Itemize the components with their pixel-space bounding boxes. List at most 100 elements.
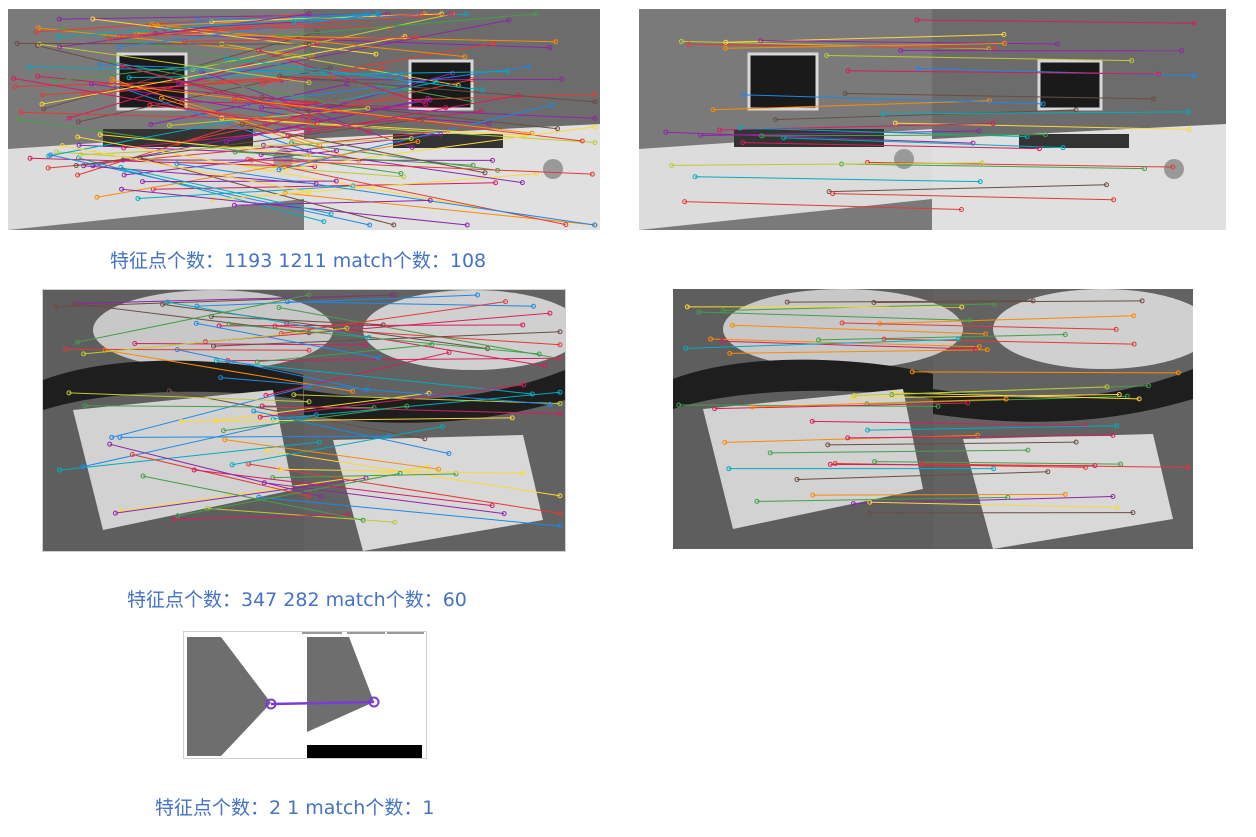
office-filtered-match-line [761, 134, 1046, 137]
scooter-filtered-match-keypoint [1005, 494, 1011, 500]
scooter-raw-match-keypoint [278, 330, 284, 336]
office-filtered-match-line [671, 162, 983, 166]
scooter-matches-image-raw [42, 289, 566, 552]
office-raw-match-keypoint [109, 81, 115, 87]
office-raw-match-line [37, 75, 317, 104]
office-raw-match-keypoint [450, 70, 456, 76]
office-filtered-match-keypoint [1036, 146, 1042, 152]
scooter-filtered-match-keypoint [683, 345, 689, 351]
scooter-raw-match-keypoint [306, 292, 312, 298]
scooter-raw-match-line [132, 454, 310, 497]
scooter-raw-match-keypoint [276, 304, 282, 310]
scooter-raw-match-line [248, 463, 561, 514]
scooter-raw-match-keypoint [76, 300, 82, 306]
scooter-filtered-match-keypoint [839, 320, 845, 326]
scooter-filtered-match-line [879, 315, 1134, 325]
scooter-raw-match-line [83, 327, 347, 355]
scooter-raw-match-keypoint [264, 448, 270, 454]
office-raw-match-line [262, 43, 494, 85]
scooter-filtered-match-keypoint [845, 435, 851, 441]
scooter-raw-match-keypoint [221, 428, 227, 434]
scooter-raw-match-line [278, 306, 561, 360]
scooter-raw-match-line [219, 324, 523, 327]
office-raw-match-keypoint [373, 51, 379, 57]
scooter-raw-match-keypoint [520, 470, 526, 476]
scooter-filtered-match-keypoint [867, 499, 873, 505]
scooter-filtered-match-line [729, 349, 988, 354]
office-raw-match-keypoint [81, 163, 87, 169]
scooter-raw-match-keypoint [520, 322, 526, 328]
office-raw-match-line [92, 18, 377, 55]
scooter-filtered-match-line [756, 496, 1008, 502]
office-filtered-match-keypoint [663, 129, 669, 135]
office-raw-match-keypoint [121, 145, 127, 151]
scooter-raw-match-keypoint [376, 355, 382, 361]
office-raw-match-line [288, 94, 519, 137]
scooter-raw-match-line [262, 405, 561, 415]
scooter-filtered-match-keypoint [784, 299, 790, 305]
scooter-raw-match-line [207, 507, 395, 523]
office-raw-match-keypoint [77, 152, 83, 158]
scooter-filtered-match-line [847, 434, 1113, 439]
office-filtered-match-keypoint [977, 179, 983, 185]
scooter-raw-match-keypoint [439, 424, 445, 430]
office-raw-match-line [149, 104, 318, 125]
match-keypoint-left [265, 698, 277, 710]
office-raw-match-keypoint [482, 170, 488, 176]
scooter-filtered-match-keypoint [1082, 423, 1088, 429]
office-filtered-match-keypoint [1179, 48, 1185, 54]
office-filtered-match-keypoint [1060, 145, 1066, 151]
office-raw-match-keypoint [490, 41, 496, 47]
scooter-filtered-match-keypoint [984, 347, 990, 353]
scooter-raw-match-keypoint [547, 401, 553, 407]
scooter-filtered-match-keypoint [832, 460, 838, 466]
office-raw-match-keypoint [365, 11, 371, 17]
scooter-filtered-match-line [812, 420, 1086, 427]
office-raw-match-line [152, 24, 465, 58]
office-raw-match-line [21, 111, 310, 121]
office-filtered-match-keypoint [1142, 166, 1148, 172]
scooter-filtered-match-line [787, 300, 1034, 303]
office-raw-match-line [153, 182, 496, 190]
office-filtered-match-keypoint [845, 68, 851, 74]
office-filtered-match-keypoint [692, 174, 698, 180]
office-raw-match-line [76, 118, 423, 167]
scooter-filtered-match-line [770, 449, 1028, 454]
scooter-raw-match-keypoint [557, 355, 563, 361]
office-raw-match-keypoint [149, 22, 155, 28]
scooter-raw-match-line [167, 301, 370, 339]
office-filtered-match-keypoint [970, 140, 976, 146]
scooter-filtered-match-keypoint [865, 427, 871, 433]
scooter-raw-match-keypoint [306, 493, 312, 499]
office-raw-match-line [242, 123, 486, 174]
office-filtered-match-keypoint [1151, 96, 1157, 102]
office-raw-match-keypoint [423, 101, 429, 107]
scooter-filtered-match-keypoint [696, 309, 702, 315]
scooter-filtered-match-keypoint [676, 402, 682, 408]
scooter-filtered-match-keypoint [1185, 464, 1191, 470]
office-raw-match-keypoint [438, 131, 444, 137]
scooter-raw-match-line [264, 482, 505, 515]
office-raw-match-keypoint [190, 66, 196, 72]
scooter-raw-match-keypoint [211, 343, 217, 349]
scooter-match-lines [53, 292, 563, 529]
office-raw-match-keypoint [463, 11, 469, 17]
office-raw-match-keypoint [39, 92, 45, 98]
office-filtered-match-line [829, 184, 1107, 193]
scooter-filtered-match-line [827, 441, 1077, 446]
office-raw-match-line [291, 104, 596, 119]
office-raw-match-keypoint [504, 68, 510, 74]
scooter-raw-match-keypoint [557, 329, 563, 335]
scooter-filtered-match-keypoint [719, 338, 725, 344]
office-raw-match-keypoint [258, 152, 264, 158]
office-filtered-match-line [665, 131, 973, 144]
scooter-raw-match-keypoint [66, 390, 72, 396]
scooter-raw-match-keypoint [107, 441, 113, 447]
office-raw-match-line [136, 32, 556, 43]
office-raw-match-keypoint [12, 84, 18, 90]
office-filtered-match-keypoint [669, 162, 675, 168]
office-filtered-match-keypoint [880, 111, 886, 117]
scooter-filtered-match-keypoint [975, 432, 981, 438]
office-raw-match-line [59, 13, 310, 48]
office-raw-match-keypoint [306, 11, 312, 17]
